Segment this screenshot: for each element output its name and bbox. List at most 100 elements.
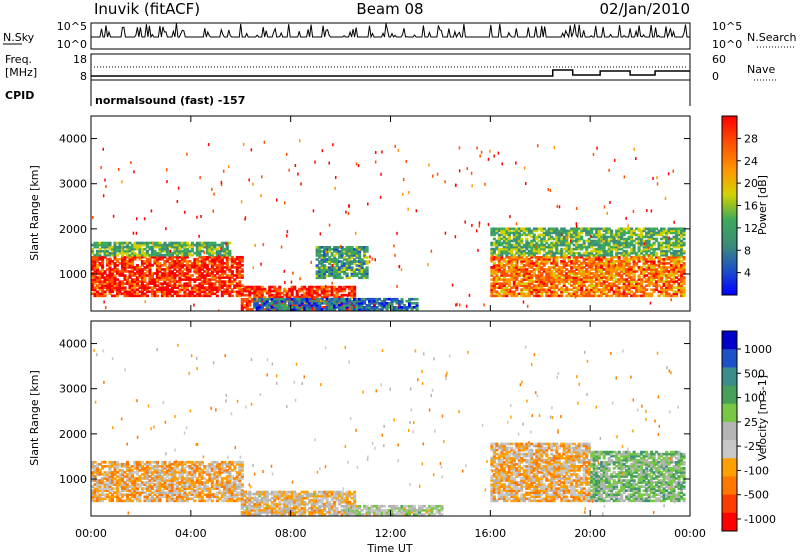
echo-cell bbox=[610, 259, 614, 263]
echo-cell bbox=[360, 272, 364, 276]
echo-cell bbox=[600, 249, 604, 253]
echo-cell bbox=[331, 264, 334, 268]
echo-cell bbox=[205, 241, 209, 245]
echo-cell bbox=[108, 485, 112, 488]
echo-cell bbox=[138, 497, 142, 501]
echo-cell bbox=[308, 299, 312, 303]
echo-cell bbox=[550, 241, 554, 245]
echo-cell bbox=[577, 276, 581, 279]
echo-cell bbox=[625, 286, 629, 290]
echo-cell bbox=[155, 290, 159, 294]
echo-cell bbox=[597, 251, 601, 255]
echo-cell bbox=[522, 233, 526, 237]
echo-cell bbox=[213, 243, 217, 247]
echo-cell bbox=[407, 297, 412, 301]
echo-cell bbox=[585, 229, 589, 233]
echo-cell bbox=[203, 286, 207, 290]
echo-cell bbox=[220, 284, 224, 287]
echo-cell bbox=[95, 268, 100, 271]
echo-cell bbox=[143, 497, 147, 501]
echo-cell bbox=[98, 499, 102, 503]
echo-cell bbox=[125, 292, 130, 296]
echo-cell bbox=[188, 292, 192, 296]
echo-cell bbox=[323, 260, 327, 263]
echo-cell bbox=[530, 270, 534, 273]
echo-cell bbox=[108, 264, 112, 267]
echo-cell bbox=[492, 251, 496, 255]
echo-cell bbox=[517, 280, 521, 283]
echo-cell bbox=[392, 308, 397, 311]
echo-cell bbox=[430, 249, 433, 253]
echo-cell bbox=[320, 289, 324, 293]
echo-cell bbox=[600, 247, 604, 251]
echo-cell bbox=[363, 252, 367, 255]
echo-cell bbox=[682, 264, 686, 267]
echo-cell bbox=[360, 268, 364, 271]
echo-cell bbox=[650, 209, 653, 213]
echo-cell bbox=[510, 239, 514, 243]
echo-cell bbox=[585, 251, 589, 255]
echo-cell bbox=[175, 245, 179, 249]
echo-cell bbox=[665, 239, 669, 243]
echo-cell bbox=[192, 244, 194, 248]
echo-cell bbox=[210, 247, 214, 251]
echo-cell bbox=[625, 241, 629, 245]
echo-cell bbox=[570, 247, 574, 251]
echo-cell bbox=[510, 231, 514, 235]
echo-cell bbox=[299, 277, 301, 281]
echo-cell bbox=[476, 146, 478, 150]
echo-cell bbox=[143, 284, 147, 287]
echo-cell bbox=[555, 284, 559, 287]
echo-cell bbox=[333, 308, 337, 311]
echo-cell bbox=[103, 473, 107, 476]
echo-cell bbox=[330, 254, 334, 257]
echo-cell bbox=[670, 266, 674, 269]
echo-cell bbox=[227, 165, 230, 169]
echo-cell bbox=[625, 245, 629, 249]
echo-cell bbox=[635, 251, 639, 255]
echo-cell bbox=[515, 288, 519, 292]
echo-cell bbox=[155, 270, 159, 273]
echo-cell bbox=[577, 247, 581, 251]
echo-cell bbox=[620, 262, 624, 265]
echo-cell bbox=[268, 306, 271, 310]
echo-cell bbox=[585, 257, 589, 261]
echo-cell bbox=[607, 259, 611, 263]
echo-cell bbox=[512, 233, 516, 237]
echo-cell bbox=[160, 288, 164, 292]
echo-cell bbox=[148, 274, 152, 277]
echo-cell bbox=[647, 235, 651, 239]
echo-cell bbox=[140, 491, 145, 495]
echo-cell bbox=[200, 272, 204, 275]
echo-cell bbox=[115, 257, 120, 261]
echo-cell bbox=[180, 251, 184, 255]
echo-cell bbox=[350, 272, 354, 276]
echo-cell bbox=[108, 292, 112, 296]
echo-cell bbox=[490, 227, 494, 231]
echo-cell bbox=[657, 243, 661, 247]
echo-cell bbox=[607, 243, 611, 247]
echo-cell bbox=[615, 270, 619, 273]
echo-cell bbox=[165, 247, 169, 251]
echo-cell bbox=[660, 290, 664, 294]
echo-cell bbox=[680, 290, 684, 294]
echo-cell bbox=[243, 293, 247, 297]
echo-cell bbox=[263, 289, 267, 293]
echo-cell bbox=[178, 241, 182, 245]
echo-cell bbox=[260, 287, 264, 291]
echo-cell bbox=[657, 278, 661, 281]
echo-cell bbox=[525, 233, 529, 237]
echo-cell bbox=[335, 252, 339, 255]
echo-cell bbox=[178, 284, 182, 287]
echo-cell bbox=[545, 280, 549, 283]
echo-cell bbox=[587, 259, 591, 263]
echo-cell bbox=[500, 288, 504, 292]
echo-cell bbox=[135, 497, 140, 501]
echo-cell bbox=[562, 231, 566, 235]
echo-cell bbox=[125, 483, 130, 486]
echo-cell bbox=[325, 248, 329, 251]
echo-cell bbox=[113, 464, 117, 468]
echo-cell bbox=[103, 294, 107, 298]
echo-cell bbox=[348, 268, 352, 271]
echo-cell bbox=[115, 247, 120, 251]
